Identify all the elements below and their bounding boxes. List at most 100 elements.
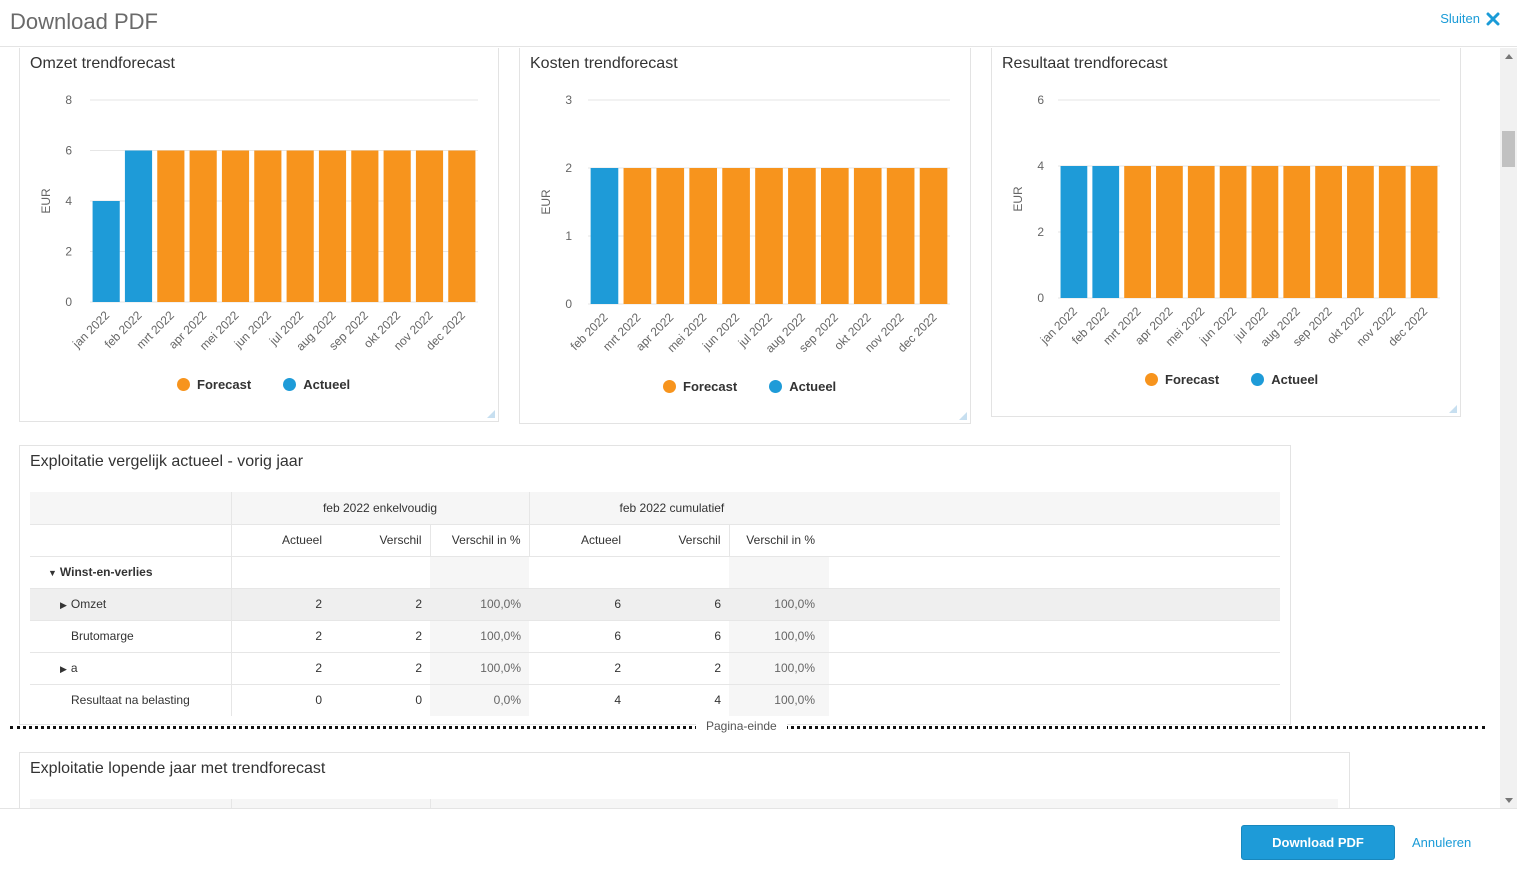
y-tick-label: 4 <box>65 194 72 208</box>
chart-title: Resultaat trendforecast <box>1002 55 1168 72</box>
bar <box>1315 166 1342 298</box>
legend-forecast[interactable]: Forecast <box>177 377 251 392</box>
bar <box>590 168 619 304</box>
close-button[interactable]: Sluiten <box>1440 11 1500 26</box>
table-row[interactable]: ▶ a 2 2 100,0% 2 2 100,0% <box>30 652 1280 684</box>
cancel-button[interactable]: Annuleren <box>1412 835 1472 850</box>
col-header[interactable]: Actueel <box>528 524 629 556</box>
resize-handle-icon[interactable] <box>959 412 967 420</box>
cell: 2 <box>415 597 422 611</box>
bar <box>157 150 185 302</box>
bar <box>623 168 652 304</box>
cell: 4 <box>714 693 721 708</box>
page-break-label: Pagina-einde <box>696 719 787 733</box>
chart-title: Omzet trendforecast <box>30 55 175 72</box>
cell: 100,0% <box>430 620 529 652</box>
expand-triangle-icon[interactable]: ▶ <box>60 600 67 610</box>
col-header[interactable]: Verschil in % <box>728 524 829 556</box>
y-tick-label: 8 <box>65 93 72 107</box>
bar <box>1060 166 1088 298</box>
y-tick-label: 0 <box>565 297 572 311</box>
preview-area: Omzet trendforecast 0 2 4 6 8 EUR jan 2022 feb … <box>0 48 1500 808</box>
section-row: ▼ Winst-en-verlies <box>30 556 1280 588</box>
row-label: a <box>70 661 78 675</box>
bar <box>1378 166 1406 298</box>
close-label: Sluiten <box>1440 11 1480 26</box>
table-header-strip <box>30 799 1338 808</box>
resize-handle-icon[interactable] <box>487 410 495 418</box>
cell: 2 <box>315 661 322 675</box>
table-row[interactable]: ▶ Omzet 2 2 100,0% 6 6 100,0% <box>30 588 1280 620</box>
bar <box>722 168 750 304</box>
collapse-triangle-icon[interactable]: ▼ <box>48 568 57 578</box>
omzet-chart-panel: Omzet trendforecast 0 2 4 6 8 EUR jan 2022 feb … <box>19 48 499 422</box>
scroll-up-arrow-icon[interactable] <box>1505 54 1513 59</box>
scroll-down-arrow-icon[interactable] <box>1505 798 1513 803</box>
vertical-scrollbar[interactable] <box>1500 48 1517 808</box>
legend-forecast[interactable]: Forecast <box>663 379 737 394</box>
cell: 2 <box>315 597 322 611</box>
forecast-dot-icon <box>177 378 190 391</box>
cell: 4 <box>614 693 621 708</box>
cell: 2 <box>614 661 621 675</box>
chart-legend: Forecast Actueel <box>663 379 836 394</box>
cell: 100,0% <box>729 684 829 716</box>
legend-actueel[interactable]: Actueel <box>1251 372 1318 387</box>
row-label: Brutomarge <box>71 629 134 643</box>
bar <box>92 201 120 302</box>
table-row[interactable]: Brutomarge 2 2 100,0% 6 6 100,0% <box>30 620 1280 652</box>
cell: 6 <box>614 597 621 611</box>
group-header-enkelvoudig: feb 2022 enkelvoudig <box>322 500 438 515</box>
cell: 0 <box>315 693 322 708</box>
y-tick-label: 4 <box>1037 159 1044 173</box>
bar <box>1124 166 1151 298</box>
legend-forecast[interactable]: Forecast <box>1145 372 1219 387</box>
y-tick-label: 3 <box>565 93 572 107</box>
comparison-table: feb 2022 enkelvoudig feb 2022 cumulatief… <box>30 492 1280 716</box>
y-tick-label: 0 <box>1037 291 1044 305</box>
bar <box>886 168 915 304</box>
section-label: Winst-en-verlies <box>59 565 153 579</box>
bar <box>1092 166 1120 298</box>
table-row[interactable]: Resultaat na belasting 0 0 0,0% 4 4 100,… <box>30 684 1280 716</box>
cell: 0 <box>415 693 422 708</box>
bar <box>318 150 347 302</box>
bar <box>788 168 816 304</box>
bar <box>919 168 948 304</box>
corner-cell <box>30 492 232 524</box>
forecast-dot-icon <box>663 380 676 393</box>
download-pdf-button[interactable]: Download PDF <box>1241 825 1395 860</box>
group-header-cumulatief: feb 2022 cumulatief <box>528 492 829 524</box>
col-header[interactable]: Actueel <box>281 533 322 547</box>
cell: 2 <box>315 629 322 643</box>
legend-actueel[interactable]: Actueel <box>283 377 350 392</box>
bar <box>448 150 476 302</box>
legend-actueel[interactable]: Actueel <box>769 379 836 394</box>
bar <box>1156 166 1183 298</box>
expand-triangle-icon[interactable]: ▶ <box>60 664 67 674</box>
exploitatie-vergelijk-panel: Exploitatie vergelijk actueel - vorig ja… <box>19 445 1291 725</box>
y-tick-label: 2 <box>1037 225 1044 239</box>
actueel-dot-icon <box>283 378 297 391</box>
bar <box>1219 166 1247 298</box>
col-header[interactable]: Verschil <box>379 533 422 547</box>
cell: 2 <box>415 661 422 675</box>
chart-legend: Forecast Actueel <box>1145 372 1318 387</box>
bar <box>189 150 217 302</box>
col-header[interactable]: Verschil in % <box>429 524 529 556</box>
cell: 6 <box>614 629 621 643</box>
table-title: Exploitatie lopende jaar met trendforeca… <box>30 760 326 777</box>
bar <box>1283 166 1311 298</box>
actueel-dot-icon <box>1251 373 1265 386</box>
scrollbar-thumb[interactable] <box>1502 131 1515 167</box>
exploitatie-lopende-jaar-panel: Exploitatie lopende jaar met trendforeca… <box>19 752 1350 808</box>
resize-handle-icon[interactable] <box>1449 405 1457 413</box>
kosten-chart-panel: Kosten trendforecast 0 1 2 3 EUR feb 2022 mrt … <box>519 48 971 424</box>
col-header[interactable]: Verschil <box>678 533 721 547</box>
bar <box>124 150 153 302</box>
cell: 100,0% <box>774 597 815 611</box>
bar <box>820 168 849 304</box>
